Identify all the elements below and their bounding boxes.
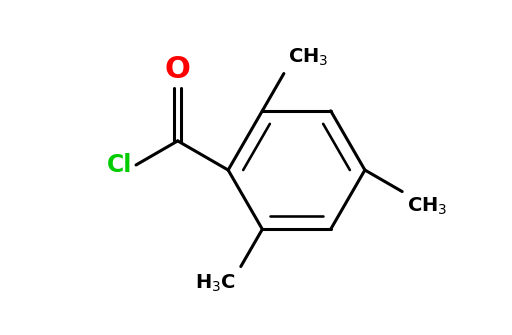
Text: CH$_3$: CH$_3$ (407, 196, 447, 217)
Text: Cl: Cl (106, 153, 132, 177)
Text: CH$_3$: CH$_3$ (288, 47, 328, 68)
Text: O: O (165, 55, 190, 84)
Text: H$_3$C: H$_3$C (195, 273, 236, 294)
